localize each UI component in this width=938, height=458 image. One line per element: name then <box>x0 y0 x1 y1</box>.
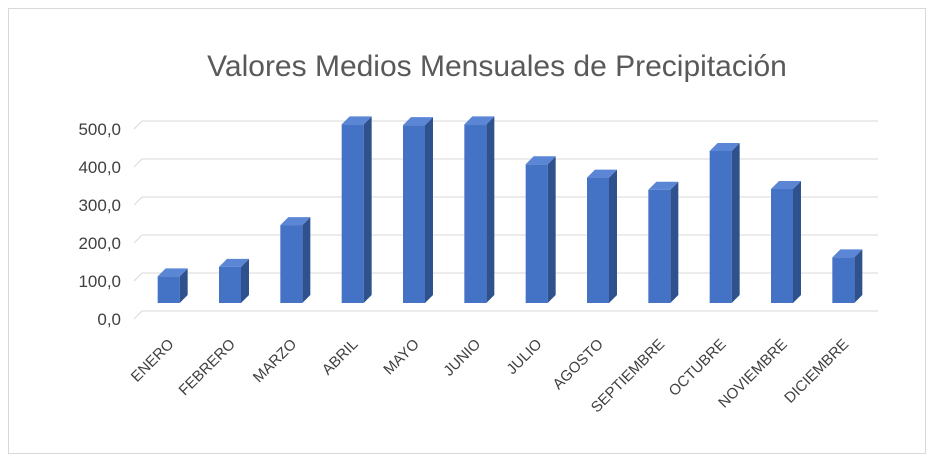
bar-front <box>219 266 241 303</box>
bar-front <box>648 189 671 303</box>
bar-top <box>157 268 188 277</box>
bar-octubre <box>709 143 740 303</box>
bar-front <box>403 125 425 303</box>
bar-top <box>648 181 679 190</box>
bar-front <box>709 151 732 303</box>
bar-top <box>709 143 740 151</box>
y-axis-ticks: 0,0 100,0 200,0 300,0 400,0 500,0 <box>78 120 121 329</box>
bar-side <box>179 268 188 303</box>
bar-side <box>731 143 740 303</box>
bar-top <box>464 116 495 125</box>
x-tick-label: JULIO <box>503 336 545 378</box>
bar-front <box>525 164 548 303</box>
bar-side <box>793 181 801 303</box>
gridline <box>133 196 878 206</box>
gridlines <box>133 120 878 320</box>
bar-diciembre <box>832 249 863 303</box>
bar-side <box>609 169 617 303</box>
bar-front <box>832 257 855 303</box>
x-tick-label: FEBRERO <box>176 336 239 399</box>
bar-top <box>525 156 556 165</box>
bar-side <box>486 116 495 304</box>
x-tick-label: OCTUBRE <box>666 336 730 400</box>
bar-junio <box>464 116 495 304</box>
bar-side <box>670 181 679 303</box>
gridline <box>133 234 878 244</box>
y-tick-label: 200,0 <box>78 234 121 253</box>
bar-febrero <box>219 258 249 303</box>
bar-front <box>341 124 364 304</box>
bar-side <box>854 249 863 303</box>
bar-top <box>832 249 863 258</box>
y-tick-label: 100,0 <box>78 272 121 291</box>
bar-front <box>587 177 609 303</box>
x-tick-label: ENERO <box>128 336 178 386</box>
bar-top <box>587 169 617 178</box>
bar-front <box>771 189 793 303</box>
bar-top <box>403 117 433 126</box>
bar-side <box>425 117 433 303</box>
x-tick-label: ABRIL <box>319 336 362 379</box>
y-tick-label: 500,0 <box>78 120 121 139</box>
x-tick-label: MARZO <box>250 336 300 386</box>
bar-front <box>464 124 487 304</box>
y-tick-label: 0,0 <box>97 310 121 329</box>
x-tick-label: JUNIO <box>440 336 484 380</box>
bar-enero <box>157 268 188 303</box>
bar-marzo <box>280 217 311 303</box>
bar-top <box>280 217 311 226</box>
bar-front <box>280 225 303 303</box>
x-tick-label: MAYO <box>380 336 422 378</box>
bar-side <box>363 116 372 304</box>
bar-top <box>341 116 372 125</box>
bar-mayo <box>403 117 433 303</box>
bar-top <box>771 181 801 189</box>
bar-agosto <box>587 169 617 303</box>
bar-noviembre <box>771 181 801 303</box>
y-tick-label: 400,0 <box>78 158 121 177</box>
bar-abril <box>341 116 372 304</box>
bar-side <box>547 156 556 303</box>
bar-front <box>157 276 180 303</box>
y-tick-label: 300,0 <box>78 196 121 215</box>
gridline <box>133 158 878 168</box>
gridline <box>133 120 878 130</box>
bar-side <box>241 258 249 303</box>
bars <box>157 116 863 304</box>
x-tick-label: AGOSTO <box>550 336 607 393</box>
chart-title: Valores Medios Mensuales de Precipitació… <box>207 50 787 83</box>
bar-julio <box>525 156 556 303</box>
x-tick-label: DICIEMBRE <box>781 336 852 407</box>
gridline <box>133 310 878 320</box>
gridline <box>133 272 878 282</box>
bar-top <box>219 258 249 267</box>
bar-side <box>302 217 311 303</box>
bar-septiembre <box>648 181 679 303</box>
